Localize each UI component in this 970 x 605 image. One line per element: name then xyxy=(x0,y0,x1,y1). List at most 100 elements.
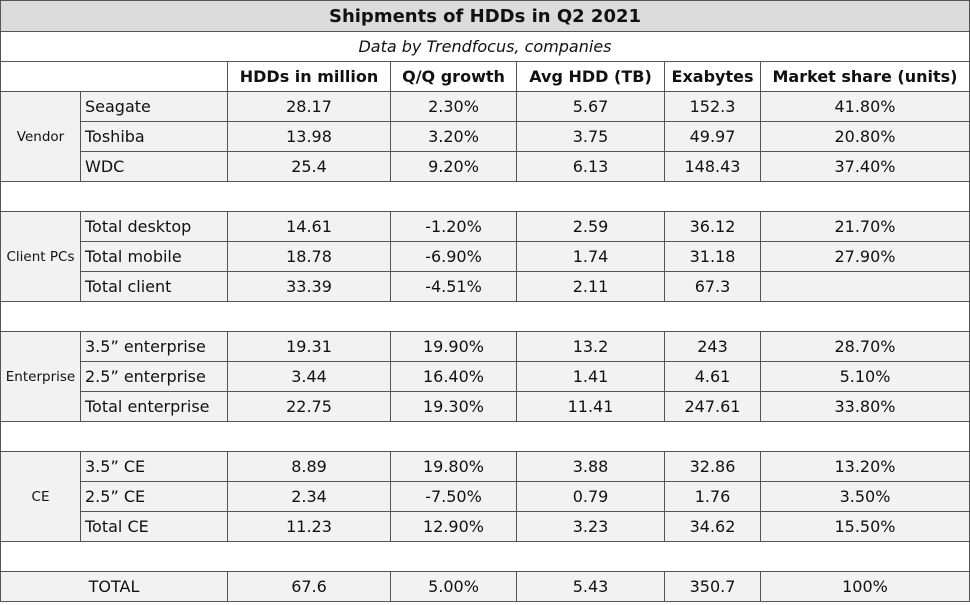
table-cell: 20.80% xyxy=(760,121,970,152)
table-cell: -7.50% xyxy=(390,481,517,512)
table-cell: 36.12 xyxy=(664,211,761,242)
table-cell xyxy=(760,271,970,302)
row-label: 2.5” enterprise xyxy=(80,361,228,392)
table-row: Client PCs Total desktop 14.61 -1.20% 2.59 36… xyxy=(0,211,970,302)
table-cell: 41.80% xyxy=(760,91,970,122)
row-label: 2.5” CE xyxy=(80,481,228,512)
table-cell: 11.23 xyxy=(227,511,391,542)
table-cell: 4.61 xyxy=(664,361,761,392)
table-cell: 22.75 xyxy=(227,391,391,422)
table-cell: 14.61 xyxy=(227,211,391,242)
table-row: Enterprise 3.5” enterprise 19.31 19.90% 13.2… xyxy=(0,331,970,422)
table-cell: -6.90% xyxy=(390,241,517,272)
column-header: HDDs in million xyxy=(227,61,391,92)
table-cell: 247.61 xyxy=(664,391,761,422)
table-cell: 2.34 xyxy=(227,481,391,512)
table-cell: 0.79 xyxy=(516,481,665,512)
table-cell: 1.74 xyxy=(516,241,665,272)
table-cell: 6.13 xyxy=(516,151,665,182)
table-cell: 34.62 xyxy=(664,511,761,542)
table-cell: 49.97 xyxy=(664,121,761,152)
row-label: 3.5” enterprise xyxy=(80,331,228,362)
row-label: Total desktop xyxy=(80,211,228,242)
table-cell: 5.67 xyxy=(516,91,665,122)
row-label: Seagate xyxy=(80,91,228,122)
table-cell: 33.80% xyxy=(760,391,970,422)
table-cell: 152.3 xyxy=(664,91,761,122)
group-label: CE xyxy=(0,451,81,542)
spacer-cell xyxy=(0,541,970,572)
table-cell: 5.10% xyxy=(760,361,970,392)
table-cell: 11.41 xyxy=(516,391,665,422)
group-label: Vendor xyxy=(0,91,81,182)
table-cell: 27.90% xyxy=(760,241,970,272)
column-header: Market share (units) xyxy=(760,61,970,92)
table-row: Total enterprise 22.75 19.30% 11.41 247.61 33… xyxy=(1,391,970,422)
table-cell: 350.7 xyxy=(664,571,761,602)
table-cell: 2.11 xyxy=(516,271,665,302)
table-cell: 37.40% xyxy=(760,151,970,182)
table-cell: 2.59 xyxy=(516,211,665,242)
table-cell: 100% xyxy=(760,571,970,602)
table-cell: 1.41 xyxy=(516,361,665,392)
total-label: TOTAL xyxy=(0,571,228,602)
table-title: Shipments of HDDs in Q2 2021 xyxy=(0,0,970,32)
table-cell: 3.44 xyxy=(227,361,391,392)
table-row: Total client 33.39 -4.51% 2.11 67.3 xyxy=(1,271,970,302)
table-cell: 13.20% xyxy=(760,451,970,482)
table-cell: 25.4 xyxy=(227,151,391,182)
row-label: WDC xyxy=(80,151,228,182)
table-row: Total CE 11.23 12.90% 3.23 34.62 15.50% xyxy=(1,511,970,542)
table-cell: 19.90% xyxy=(390,331,517,362)
table-row: Total mobile 18.78 -6.90% 1.74 31.18 27.90% xyxy=(1,241,970,272)
table-cell: 148.43 xyxy=(664,151,761,182)
table-row: WDC 25.4 9.20% 6.13 148.43 37.40% xyxy=(1,151,970,182)
table-cell: 243 xyxy=(664,331,761,362)
table-row: Toshiba 13.98 3.20% 3.75 49.97 20.80% xyxy=(1,121,970,152)
table-cell: 3.88 xyxy=(516,451,665,482)
row-label: Total enterprise xyxy=(80,391,228,422)
table-row: CE 3.5” CE 8.89 19.80% 3.88 32.86 13.20% xyxy=(0,451,970,542)
group-label: Client PCs xyxy=(0,211,81,302)
table-cell: 1.76 xyxy=(664,481,761,512)
table-cell: 12.90% xyxy=(390,511,517,542)
table-cell: 31.18 xyxy=(664,241,761,272)
table-cell: 15.50% xyxy=(760,511,970,542)
row-label: Toshiba xyxy=(80,121,228,152)
table-cell: 5.43 xyxy=(516,571,665,602)
table-cell: 3.20% xyxy=(390,121,517,152)
table-cell: 3.75 xyxy=(516,121,665,152)
column-header: Q/Q growth xyxy=(390,61,517,92)
row-label: Total client xyxy=(80,271,228,302)
table-cell: 2.30% xyxy=(390,91,517,122)
table-cell: 19.80% xyxy=(390,451,517,482)
total-row: TOTAL 67.6 5.00% 5.43 350.7 100% xyxy=(0,571,970,602)
spacer-cell xyxy=(0,181,970,212)
table-cell: 21.70% xyxy=(760,211,970,242)
table-cell: 3.23 xyxy=(516,511,665,542)
column-header: Avg HDD (TB) xyxy=(516,61,665,92)
spacer-cell xyxy=(0,421,970,452)
table-cell: 33.39 xyxy=(227,271,391,302)
table-subtitle: Data by Trendfocus, companies xyxy=(0,31,970,62)
table-cell: 18.78 xyxy=(227,241,391,272)
table-cell: 13.2 xyxy=(516,331,665,362)
table-cell: -1.20% xyxy=(390,211,517,242)
table-cell: 67.6 xyxy=(227,571,391,602)
row-label: Total CE xyxy=(80,511,228,542)
table-cell: 5.00% xyxy=(390,571,517,602)
table-row: Vendor Seagate 28.17 2.30% 5.67 152.3 41.80% xyxy=(0,91,970,182)
spacer-row xyxy=(0,181,970,212)
table-cell: 32.86 xyxy=(664,451,761,482)
table-cell: 8.89 xyxy=(227,451,391,482)
header-blank xyxy=(0,61,228,92)
table-cell: 3.50% xyxy=(760,481,970,512)
row-label: Total mobile xyxy=(80,241,228,272)
table-cell: 19.31 xyxy=(227,331,391,362)
spacer-row xyxy=(0,541,970,572)
spacer-cell xyxy=(0,301,970,332)
table-cell: 9.20% xyxy=(390,151,517,182)
table-cell: 67.3 xyxy=(664,271,761,302)
spacer-row xyxy=(0,301,970,332)
